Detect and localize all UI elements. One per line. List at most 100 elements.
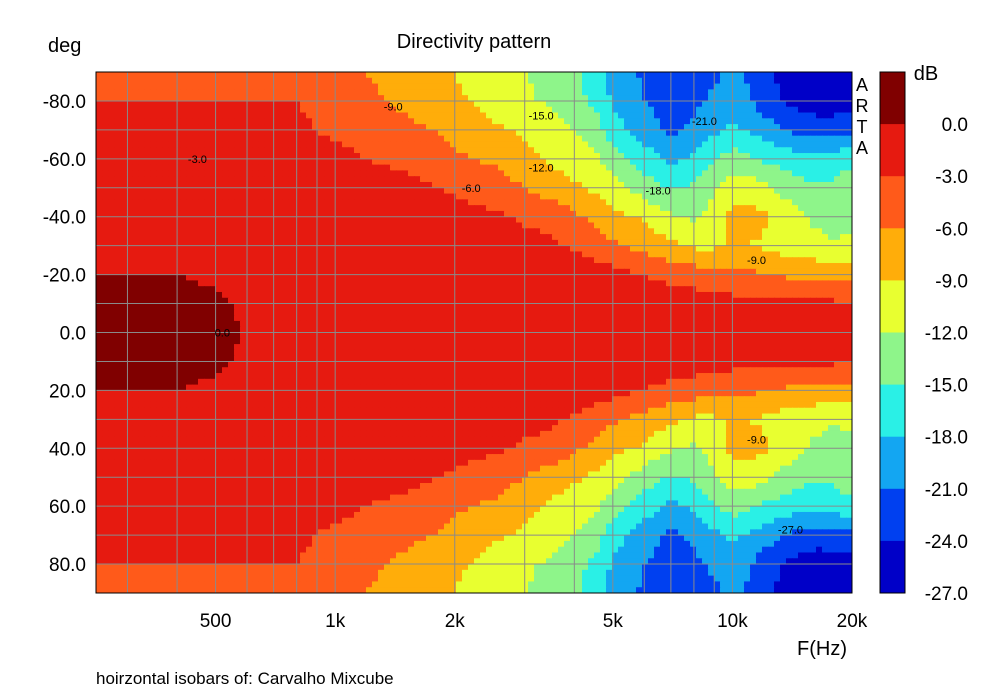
heatmap-cell (102, 210, 109, 218)
heatmap-cell (618, 158, 625, 166)
heatmap-cell (648, 268, 655, 276)
heatmap-cell (396, 176, 403, 183)
heatmap-cell (204, 124, 211, 131)
heatmap-cell (360, 158, 367, 166)
heatmap-cell (198, 222, 205, 229)
heatmap-cell (702, 257, 709, 264)
heatmap-cell (228, 153, 235, 160)
heatmap-cell (276, 187, 283, 195)
heatmap-cell (96, 83, 103, 90)
heatmap-cell (828, 245, 835, 253)
heatmap-cell (192, 268, 199, 276)
heatmap-cell (222, 245, 229, 253)
heatmap-cell (348, 251, 355, 258)
heatmap-cell (534, 286, 541, 293)
heatmap-cell (390, 181, 397, 189)
heatmap-cell (102, 280, 109, 287)
heatmap-cell (336, 239, 343, 247)
heatmap-cell (582, 274, 589, 281)
heatmap-cell (432, 280, 439, 287)
heatmap-cell (684, 239, 691, 247)
heatmap-cell (318, 135, 325, 143)
heatmap-cell (120, 100, 127, 108)
heatmap-cell (252, 216, 259, 224)
heatmap-cell (708, 205, 715, 212)
heatmap-cell (126, 193, 133, 200)
heatmap-cell (456, 297, 463, 305)
heatmap-cell (204, 280, 211, 287)
heatmap-cell (558, 199, 565, 206)
heatmap-cell (792, 193, 799, 200)
heatmap-cell (630, 268, 637, 276)
heatmap-cell (588, 199, 595, 206)
heatmap-cell (402, 89, 409, 96)
heatmap-cell (828, 100, 835, 108)
heatmap-cell (204, 239, 211, 247)
heatmap-cell (456, 95, 463, 102)
heatmap-cell (696, 291, 703, 299)
heatmap-cell (732, 222, 739, 229)
heatmap-cell (582, 129, 589, 137)
heatmap-cell (756, 147, 763, 154)
heatmap-cell (300, 187, 307, 195)
heatmap-cell (252, 153, 259, 160)
heatmap-cell (684, 193, 691, 200)
heatmap-cell (312, 83, 319, 90)
heatmap-cell (600, 100, 607, 108)
heatmap-cell (798, 187, 805, 195)
heatmap-cell (138, 124, 145, 131)
heatmap-cell (528, 135, 535, 143)
heatmap-cell (834, 280, 841, 287)
heatmap-cell (594, 158, 601, 166)
heatmap-cell (564, 135, 571, 143)
heatmap-cell (846, 234, 852, 241)
heatmap-cell (786, 274, 793, 281)
heatmap-cell (774, 147, 781, 154)
heatmap-cell (642, 291, 649, 299)
heatmap-cell (522, 228, 529, 235)
heatmap-cell (432, 199, 439, 206)
heatmap-cell (708, 181, 715, 189)
heatmap-cell (162, 274, 169, 281)
heatmap-cell (546, 222, 553, 229)
heatmap-cell (186, 280, 193, 287)
heatmap-cell (522, 147, 529, 154)
heatmap-cell (546, 193, 553, 200)
heatmap-cell (408, 100, 415, 108)
heatmap-cell (366, 210, 373, 218)
heatmap-cell (726, 89, 733, 96)
heatmap-cell (432, 124, 439, 131)
heatmap-cell (624, 147, 631, 154)
heatmap-cell (816, 199, 823, 206)
heatmap-cell (246, 205, 253, 212)
heatmap-cell (300, 129, 307, 137)
heatmap-cell (588, 77, 595, 85)
heatmap-cell (786, 210, 793, 218)
heatmap-cell (792, 268, 799, 276)
heatmap-cell (102, 83, 109, 90)
heatmap-cell (690, 228, 697, 235)
heatmap-cell (276, 141, 283, 148)
heatmap-cell (408, 199, 415, 206)
heatmap-cell (498, 222, 505, 229)
heatmap-cell (240, 153, 247, 160)
heatmap-cell (132, 187, 139, 195)
heatmap-cell (294, 274, 301, 281)
heatmap-cell (330, 153, 337, 160)
heatmap-cell (594, 205, 601, 212)
heatmap-cell (408, 83, 415, 90)
heatmap-cell (378, 83, 385, 90)
heatmap-cell (678, 170, 685, 177)
heatmap-cell (438, 187, 445, 195)
heatmap-cell (600, 268, 607, 276)
heatmap-cell (726, 77, 733, 85)
heatmap-cell (702, 170, 709, 177)
heatmap-cell (402, 199, 409, 206)
heatmap-cell (660, 147, 667, 154)
heatmap-cell (426, 106, 433, 114)
heatmap-cell (282, 170, 289, 177)
heatmap-cell (786, 77, 793, 85)
heatmap-cell (732, 205, 739, 212)
heatmap-cell (702, 106, 709, 114)
heatmap-cell (708, 291, 715, 299)
